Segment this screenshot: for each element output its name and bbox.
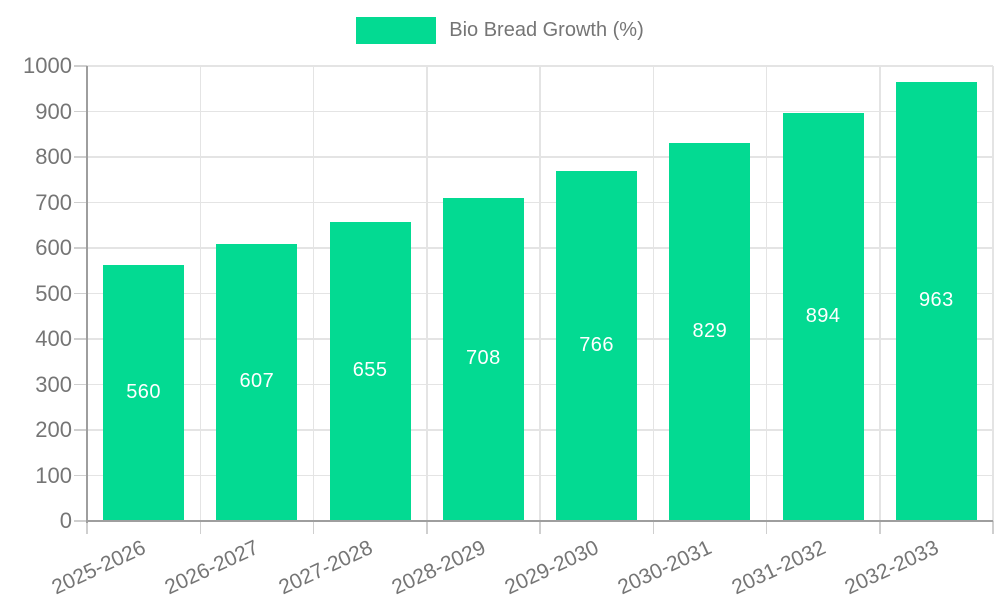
- x-axis-tick: [312, 521, 315, 534]
- y-axis-tick: [74, 429, 87, 431]
- x-axis-label: 2025-2026: [48, 536, 150, 600]
- bar-2031-2032[interactable]: 894: [782, 113, 864, 520]
- x-axis-tick: [426, 521, 428, 534]
- y-axis-label: 1000: [23, 53, 72, 78]
- y-axis-tick: [74, 292, 87, 295]
- legend-swatch-icon: [356, 17, 437, 44]
- x-gridline: [539, 66, 541, 521]
- y-axis-label: 0: [59, 508, 72, 533]
- y-axis-tick: [74, 110, 87, 113]
- y-axis-label: 500: [35, 280, 72, 306]
- bar-value-label: 829: [692, 319, 728, 342]
- y-axis-line: [86, 66, 88, 523]
- x-axis-label: 2030-2031: [614, 536, 716, 600]
- x-gridline: [765, 66, 768, 521]
- x-gridline: [199, 66, 201, 521]
- x-gridline: [652, 66, 654, 521]
- y-axis-label: 900: [35, 98, 72, 124]
- y-axis-label: 300: [35, 371, 72, 397]
- x-gridline: [312, 66, 315, 521]
- y-axis-tick: [74, 383, 87, 386]
- bar-value-label: 560: [126, 381, 162, 404]
- y-axis-tick: [74, 247, 87, 249]
- y-axis-tick: [74, 338, 87, 340]
- y-axis-tick: [74, 201, 87, 204]
- bar-value-label: 894: [805, 305, 841, 328]
- y-axis-tick: [74, 474, 87, 477]
- y-axis-label: 200: [35, 417, 72, 442]
- x-axis-tick: [765, 521, 768, 534]
- x-axis-label: 2027-2028: [275, 536, 376, 600]
- x-axis-label: 2031-2032: [728, 536, 829, 600]
- y-axis-tick: [74, 520, 87, 522]
- legend[interactable]: Bio Bread Growth (%): [0, 17, 1000, 44]
- y-axis-tick: [74, 156, 87, 158]
- x-axis-label: 2029-2030: [501, 536, 603, 600]
- x-gridline: [879, 66, 881, 521]
- x-axis-tick: [652, 521, 654, 534]
- x-axis-label: 2028-2029: [388, 536, 490, 600]
- bar-value-label: 655: [352, 359, 388, 382]
- bar-value-label: 766: [579, 334, 615, 357]
- x-axis-tick: [199, 521, 201, 534]
- bar-2029-2030[interactable]: 766: [556, 171, 638, 520]
- y-axis-label: 400: [35, 326, 72, 351]
- x-axis-tick: [992, 521, 994, 534]
- y-axis-label: 600: [35, 235, 72, 260]
- bar-2030-2031[interactable]: 829: [669, 142, 751, 520]
- x-axis-label: 2026-2027: [161, 536, 263, 600]
- x-gridline: [426, 66, 428, 521]
- bar-2027-2028[interactable]: 655: [329, 221, 411, 520]
- bar-2026-2027[interactable]: 607: [216, 243, 298, 520]
- x-axis-tick: [879, 521, 881, 534]
- x-axis-tick: [86, 521, 88, 534]
- bar-2032-2033[interactable]: 963: [895, 81, 977, 520]
- y-axis-label: 100: [35, 462, 72, 488]
- plot-area: 560 607 655 708 766 829 894 963 2025-2026 2026-20…: [49, 65, 994, 599]
- x-axis-label: 2032-2033: [841, 536, 943, 600]
- y-axis-label: 800: [35, 144, 72, 169]
- y-axis-label: 700: [35, 189, 72, 215]
- legend-label: Bio Bread Growth (%): [449, 19, 644, 41]
- y-axis-tick: [74, 65, 87, 67]
- x-axis-tick: [539, 521, 541, 534]
- bar-2028-2029[interactable]: 708: [442, 197, 524, 520]
- x-axis-line: [87, 519, 993, 522]
- bar-value-label: 708: [465, 347, 501, 370]
- bar-value-label: 607: [239, 370, 275, 393]
- x-gridline: [992, 66, 994, 521]
- bar-2025-2026[interactable]: 560: [103, 265, 185, 520]
- bar-value-label: 963: [918, 289, 954, 312]
